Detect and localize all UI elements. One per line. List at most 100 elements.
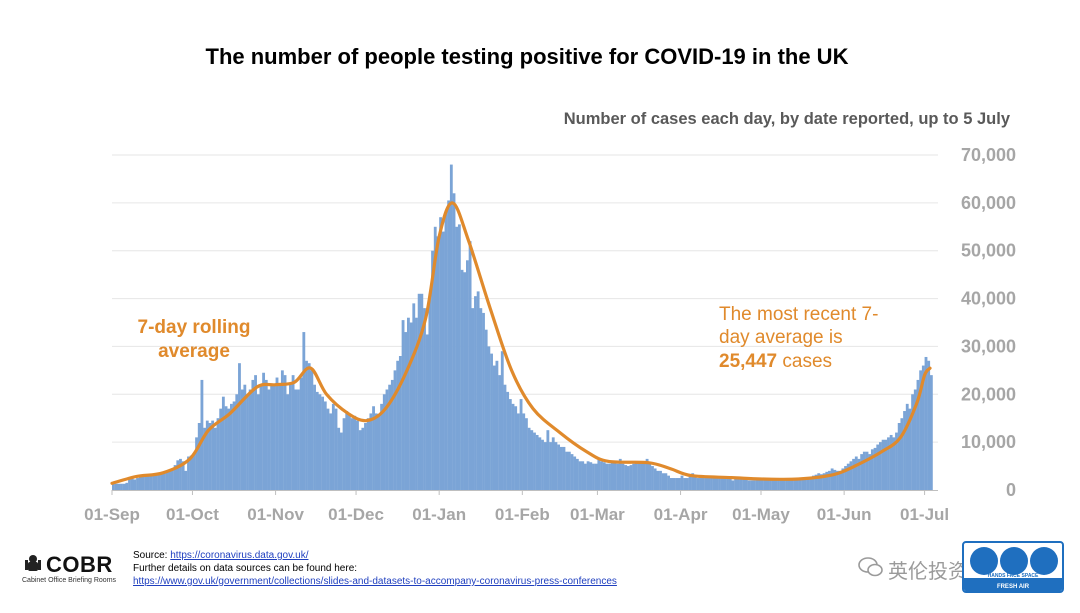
y-tick-label: 20,000 bbox=[961, 384, 1016, 404]
daily-cases-bar bbox=[487, 346, 491, 490]
daily-cases-bar bbox=[811, 475, 815, 490]
daily-cases-bar bbox=[184, 470, 188, 490]
source-link[interactable]: https://coronavirus.data.gov.uk/ bbox=[170, 550, 309, 561]
daily-cases-bar bbox=[219, 408, 223, 490]
daily-cases-bar bbox=[423, 308, 426, 490]
daily-cases-bar bbox=[777, 478, 780, 490]
daily-cases-bar bbox=[431, 250, 434, 490]
daily-cases-bar bbox=[272, 384, 276, 490]
y-tick-label: 40,000 bbox=[961, 289, 1016, 309]
daily-cases-bar bbox=[581, 461, 585, 490]
daily-cases-bar bbox=[283, 375, 287, 490]
daily-cases-bar bbox=[822, 473, 826, 490]
daily-cases-bar bbox=[187, 456, 190, 490]
daily-cases-bar bbox=[133, 479, 137, 490]
daily-cases-bar bbox=[651, 466, 654, 490]
daily-cases-bar bbox=[911, 394, 915, 490]
rolling-average-path bbox=[110, 201, 932, 485]
daily-cases-bar bbox=[471, 308, 475, 490]
daily-cases-bar bbox=[168, 469, 172, 490]
daily-cases-bar bbox=[755, 480, 759, 490]
cobr-logo-text: COBR bbox=[46, 552, 113, 577]
daily-cases-bar bbox=[707, 478, 711, 490]
daily-cases-bar bbox=[377, 415, 381, 490]
daily-cases-bar bbox=[846, 463, 850, 490]
daily-cases-bar bbox=[913, 389, 917, 490]
daily-cases-bar bbox=[165, 470, 169, 490]
rolling-average-line bbox=[110, 201, 932, 485]
daily-cases-bar bbox=[702, 478, 705, 490]
daily-cases-bar bbox=[841, 468, 845, 490]
daily-cases-bar bbox=[404, 332, 408, 490]
daily-cases-bar bbox=[761, 478, 764, 490]
daily-cases-bar bbox=[830, 468, 834, 490]
daily-cases-bar bbox=[924, 356, 928, 490]
daily-cases-bar bbox=[828, 470, 831, 490]
daily-cases-bar bbox=[527, 427, 531, 490]
daily-cases-bar bbox=[476, 291, 480, 490]
daily-cases-bar bbox=[640, 463, 644, 490]
daily-cases-bar bbox=[669, 478, 673, 490]
x-axis-labels: 01-Sep 01-Oct 01-Nov 01-Dec 01-Jan 01-Feb 01-M… bbox=[84, 505, 949, 524]
daily-cases-bar bbox=[535, 434, 539, 490]
daily-cases-bar bbox=[171, 468, 174, 490]
daily-cases-bar bbox=[637, 461, 641, 490]
daily-cases-bar bbox=[519, 399, 523, 490]
daily-cases-bar bbox=[782, 478, 786, 490]
daily-cases-bar bbox=[428, 293, 432, 490]
daily-cases-bar bbox=[629, 465, 633, 490]
daily-cases-bar bbox=[305, 360, 308, 490]
daily-cases-bar bbox=[578, 461, 582, 490]
daily-cases-bar bbox=[369, 413, 373, 490]
daily-cases-bar bbox=[543, 442, 547, 490]
daily-cases-bar bbox=[806, 477, 810, 490]
daily-cases-bar bbox=[275, 377, 279, 490]
daily-cases-bar bbox=[897, 423, 901, 490]
daily-cases-bar bbox=[358, 430, 362, 490]
daily-cases-bar bbox=[575, 458, 579, 490]
daily-cases-bar bbox=[892, 437, 896, 490]
daily-cases-bar bbox=[313, 384, 316, 490]
daily-cases-bar bbox=[688, 475, 692, 490]
daily-cases-bar bbox=[350, 418, 354, 490]
daily-cases-bar bbox=[294, 389, 298, 490]
daily-cases-bar bbox=[388, 384, 392, 490]
daily-cases-bar bbox=[299, 377, 303, 490]
daily-cases-bar bbox=[117, 483, 121, 490]
daily-cases-bar bbox=[616, 463, 620, 490]
daily-cases-bar bbox=[342, 418, 346, 490]
daily-cases-bar bbox=[112, 483, 115, 490]
daily-cases-bar bbox=[594, 463, 598, 490]
daily-cases-bar bbox=[412, 303, 416, 490]
crest-icon bbox=[25, 555, 41, 571]
daily-cases-bar bbox=[573, 456, 577, 490]
daily-cases-bar bbox=[621, 463, 625, 490]
daily-cases-bar bbox=[685, 478, 689, 490]
details-link[interactable]: https://www.gov.uk/government/collection… bbox=[133, 576, 617, 587]
daily-cases-bar bbox=[766, 479, 770, 490]
recent-average-suffix: cases bbox=[777, 351, 832, 372]
daily-cases-bar bbox=[235, 394, 239, 490]
daily-cases-bar bbox=[554, 442, 558, 490]
daily-cases-bar bbox=[230, 403, 233, 490]
daily-cases-bar bbox=[361, 427, 365, 490]
daily-cases-bar bbox=[744, 479, 748, 490]
daily-cases-bar bbox=[380, 403, 384, 490]
daily-cases-bar bbox=[634, 462, 638, 490]
daily-cases-bar bbox=[803, 478, 807, 490]
daily-cases-bar bbox=[372, 406, 375, 490]
daily-cases-bar bbox=[256, 394, 260, 490]
daily-cases-bar bbox=[903, 411, 906, 490]
daily-cases-bar bbox=[704, 478, 708, 490]
wechat-icon bbox=[858, 557, 883, 577]
daily-cases-bar bbox=[385, 389, 389, 490]
daily-cases-bar bbox=[790, 478, 794, 490]
daily-cases-bar bbox=[592, 463, 595, 490]
daily-cases-bar bbox=[597, 458, 601, 490]
daily-cases-bar bbox=[739, 478, 743, 490]
daily-cases-bar bbox=[659, 470, 662, 490]
daily-cases-bar bbox=[339, 432, 343, 490]
daily-cases-bar bbox=[420, 293, 424, 490]
daily-cases-bar bbox=[661, 473, 665, 490]
daily-cases-bar bbox=[393, 370, 397, 490]
